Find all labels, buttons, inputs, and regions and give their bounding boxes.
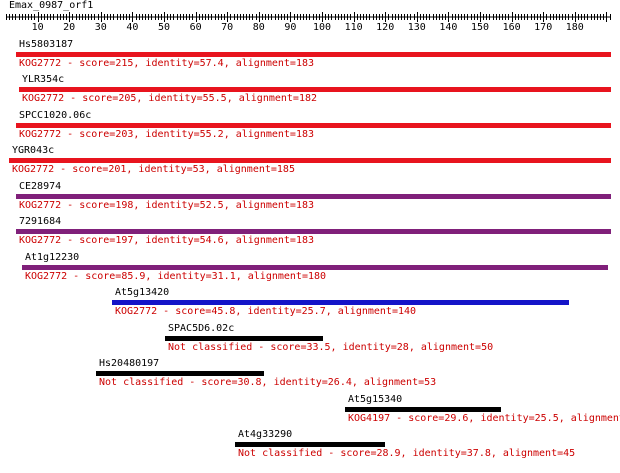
hit-info[interactable]: KOG2772 - score=198, identity=52.5, alig…	[19, 200, 315, 211]
hit-name[interactable]: At1g12230	[25, 252, 80, 263]
hit-alignment-bar[interactable]	[235, 442, 385, 447]
hit-name[interactable]: SPCC1020.06c	[19, 110, 92, 121]
hit-alignment-bar[interactable]	[16, 123, 611, 128]
ruler-tick-label: 130	[407, 22, 426, 33]
ruler	[6, 12, 611, 22]
hit-info[interactable]: Not classified - score=33.5, identity=28…	[168, 342, 494, 353]
hit-info[interactable]: KOG4197 - score=29.6, identity=25.5, ali…	[348, 413, 620, 424]
hit-alignment-bar[interactable]	[345, 407, 501, 412]
hit-alignment-bar[interactable]	[112, 300, 569, 305]
hit-info[interactable]: KOG2772 - score=203, identity=55.2, alig…	[19, 129, 315, 140]
ruler-tick-label: 20	[63, 22, 76, 33]
ruler-tick-label: 60	[189, 22, 202, 33]
ruler-tick-label: 10	[31, 22, 44, 33]
hit-alignment-bar[interactable]	[22, 265, 608, 270]
ruler-tick-label: 100	[312, 22, 332, 33]
hit-alignment-bar[interactable]	[165, 336, 323, 341]
hit-info[interactable]: KOG2772 - score=201, identity=53, alignm…	[12, 164, 295, 175]
hit-info[interactable]: KOG2772 - score=197, identity=54.6, alig…	[19, 235, 315, 246]
hit-name[interactable]: Hs20480197	[99, 358, 160, 369]
hit-name[interactable]: At4g33290	[238, 429, 293, 440]
hit-name[interactable]: YGR043c	[12, 145, 55, 156]
ruler-tick-label: 80	[252, 22, 265, 33]
hit-alignment-bar[interactable]	[19, 87, 611, 92]
ruler-tick-label: 70	[221, 22, 234, 33]
hit-info[interactable]: KOG2772 - score=205, identity=55.5, alig…	[22, 93, 318, 104]
ruler-tick-label: 140	[439, 22, 458, 33]
hit-info[interactable]: Not classified - score=30.8, identity=26…	[99, 377, 437, 388]
hit-alignment-bar[interactable]	[16, 194, 611, 199]
hit-info[interactable]: Not classified - score=28.9, identity=37…	[238, 448, 576, 459]
ruler-tick-label: 150	[470, 22, 490, 33]
hit-info[interactable]: KOG2772 - score=45.8, identity=25.7, ali…	[115, 306, 417, 317]
hit-info[interactable]: KOG2772 - score=85.9, identity=31.1, ali…	[25, 271, 327, 282]
hit-info[interactable]: KOG2772 - score=215, identity=57.4, alig…	[19, 58, 315, 69]
ruler-tick-label: 180	[565, 22, 584, 33]
hit-alignment-bar[interactable]	[16, 52, 611, 57]
query-title: Emax_0987_orf1	[9, 0, 94, 11]
hit-name[interactable]: YLR354c	[22, 74, 65, 85]
ruler-tick-label: 170	[534, 22, 553, 33]
hit-alignment-bar[interactable]	[16, 229, 611, 234]
ruler-tick-label: 50	[157, 22, 171, 33]
ruler-tick-label: 120	[376, 22, 395, 33]
hit-name[interactable]: 7291684	[19, 216, 62, 227]
hit-name[interactable]: SPAC5D6.02c	[168, 323, 235, 334]
ruler-tick-label: 40	[126, 22, 139, 33]
ruler-tick-label: 160	[502, 22, 521, 33]
ruler-tick-label: 110	[344, 22, 363, 33]
hit-name[interactable]: At5g13420	[115, 287, 170, 298]
hit-alignment-bar[interactable]	[96, 371, 264, 376]
ruler-tick-label: 30	[94, 22, 107, 33]
hit-name[interactable]: Hs5803187	[19, 39, 74, 50]
hit-name[interactable]: CE28974	[19, 181, 62, 192]
hit-alignment-bar[interactable]	[9, 158, 611, 163]
ruler-tick-label: 90	[284, 22, 297, 33]
hit-name[interactable]: At5g15340	[348, 394, 403, 405]
